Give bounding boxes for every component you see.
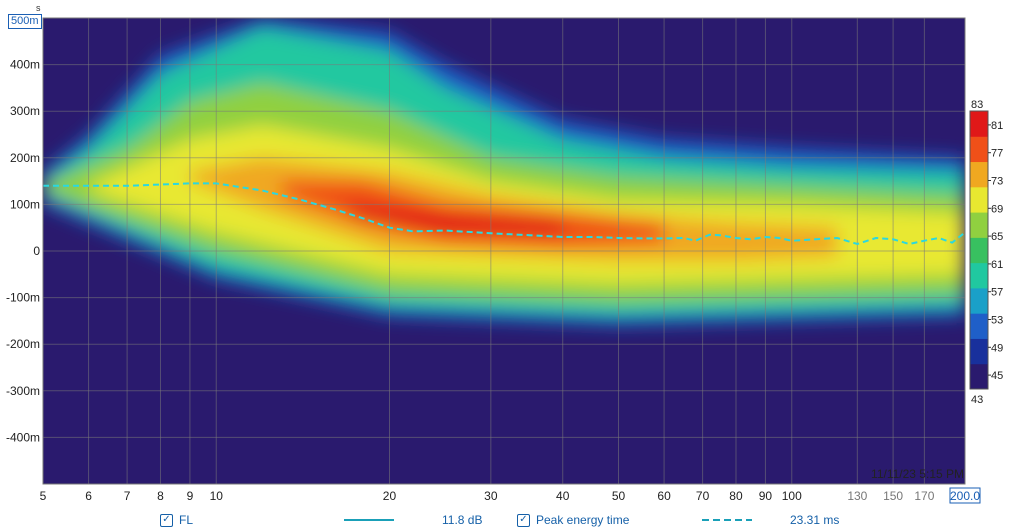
x-tick-label: 100	[782, 489, 802, 503]
x-tick-label: 170	[914, 489, 934, 503]
fl-line-swatch	[344, 519, 394, 521]
x-tick-label: 5	[40, 489, 47, 503]
colorbar: 83 43 81 77 73 69 65 61 57 53 49 45	[969, 99, 1003, 406]
fl-value: 11.8 dB	[442, 513, 483, 527]
x-tick-label: 130	[847, 489, 867, 503]
peak-energy-value: 23.31 ms	[790, 513, 840, 527]
y-tick-label: 100m	[10, 197, 40, 211]
y-tick-label: -300m	[6, 384, 40, 398]
colorbar-segment	[970, 186, 988, 213]
grid	[43, 18, 965, 484]
heat-bands	[43, 18, 965, 326]
colorbar-segment	[970, 136, 988, 163]
y-tick-label: -100m	[6, 291, 40, 305]
colorbar-tick-label: 65	[991, 231, 1003, 243]
y-axis: 400m 300m 200m 100m 0 -100m -200m -300m -400m	[6, 58, 40, 445]
y-tick-label: 200m	[10, 151, 40, 165]
x-tick-label: 70	[696, 489, 710, 503]
y-tick-label: 400m	[10, 58, 40, 72]
fl-label: FL	[179, 513, 194, 527]
peak-energy-label: Peak energy time	[536, 513, 630, 527]
peak-energy-time-line	[43, 182, 965, 246]
colorbar-segment	[970, 313, 988, 339]
colorbar-segment	[970, 111, 988, 137]
series-layer	[43, 182, 965, 246]
peak-energy-line-swatch	[702, 519, 752, 521]
peak-energy-checkbox[interactable]: ✓	[517, 513, 530, 527]
x-tick-label: 20	[383, 489, 397, 503]
x-tick-label: 10	[210, 489, 224, 503]
x-tick-label: 8	[157, 489, 164, 503]
x-tick-label: 9	[187, 489, 194, 503]
x-tick-label: 30	[484, 489, 498, 503]
x-max-box	[949, 487, 981, 504]
colorbar-tick-label: 81	[991, 120, 1003, 132]
x-tick-label: 7	[124, 489, 131, 503]
band-deep-red	[348, 204, 563, 235]
colorbar-segment	[970, 161, 988, 188]
x-tick-label: 90	[759, 489, 773, 503]
colorbar-tick-label: 53	[991, 315, 1003, 327]
y-tick-label: -400m	[6, 430, 40, 444]
legend-fl[interactable]: ✓ FL	[160, 510, 193, 530]
y-unit-label: s	[36, 3, 41, 13]
x-tick-label: 50	[612, 489, 626, 503]
energy-heatmap	[43, 18, 965, 326]
colorbar-segment	[970, 338, 988, 365]
x-tick-label: 200.0	[950, 489, 980, 503]
y-tick-label: 300m	[10, 104, 40, 118]
colorbar-segment	[970, 237, 988, 264]
x-axis: 5 6 7 8 9 10 20 30 40 50 60 70 80 90 100 130 150 170 200.0	[40, 487, 981, 504]
fl-checkbox[interactable]: ✓	[160, 513, 173, 527]
colorbar-min-label: 43	[971, 394, 983, 406]
colorbar-tick-label: 57	[991, 287, 1003, 299]
colorbar-segment	[970, 262, 988, 289]
y-tick-label: 0	[33, 244, 40, 258]
colorbar-frame	[969, 110, 989, 390]
x-tick-label: 60	[657, 489, 671, 503]
colorbar-tick-label: 69	[991, 203, 1003, 215]
x-tick-label: 6	[85, 489, 92, 503]
colorbar-tick-label: 61	[991, 259, 1003, 271]
band-red	[281, 181, 665, 247]
x-tick-label: 40	[556, 489, 570, 503]
plot-border	[42, 17, 966, 485]
colorbar-segment	[970, 287, 988, 314]
timestamp: 11/11/23 5:15 PM	[871, 467, 964, 481]
x-tick-label: 80	[729, 489, 743, 503]
colorbar-segment	[970, 212, 988, 238]
colorbar-segment	[970, 363, 988, 390]
colorbar-tick-label: 45	[991, 370, 1003, 382]
x-tick-label: 150	[883, 489, 903, 503]
y-tick-label: -200m	[6, 337, 40, 351]
colorbar-tick-label: 77	[991, 148, 1003, 160]
colorbar-max-label: 83	[971, 99, 983, 111]
colorbar-tick-label: 49	[991, 342, 1003, 354]
legend-peak-energy-time[interactable]: ✓ Peak energy time	[517, 510, 629, 530]
y-top-range-box[interactable]: 500m	[8, 14, 42, 29]
colorbar-tick-label: 73	[991, 176, 1003, 188]
